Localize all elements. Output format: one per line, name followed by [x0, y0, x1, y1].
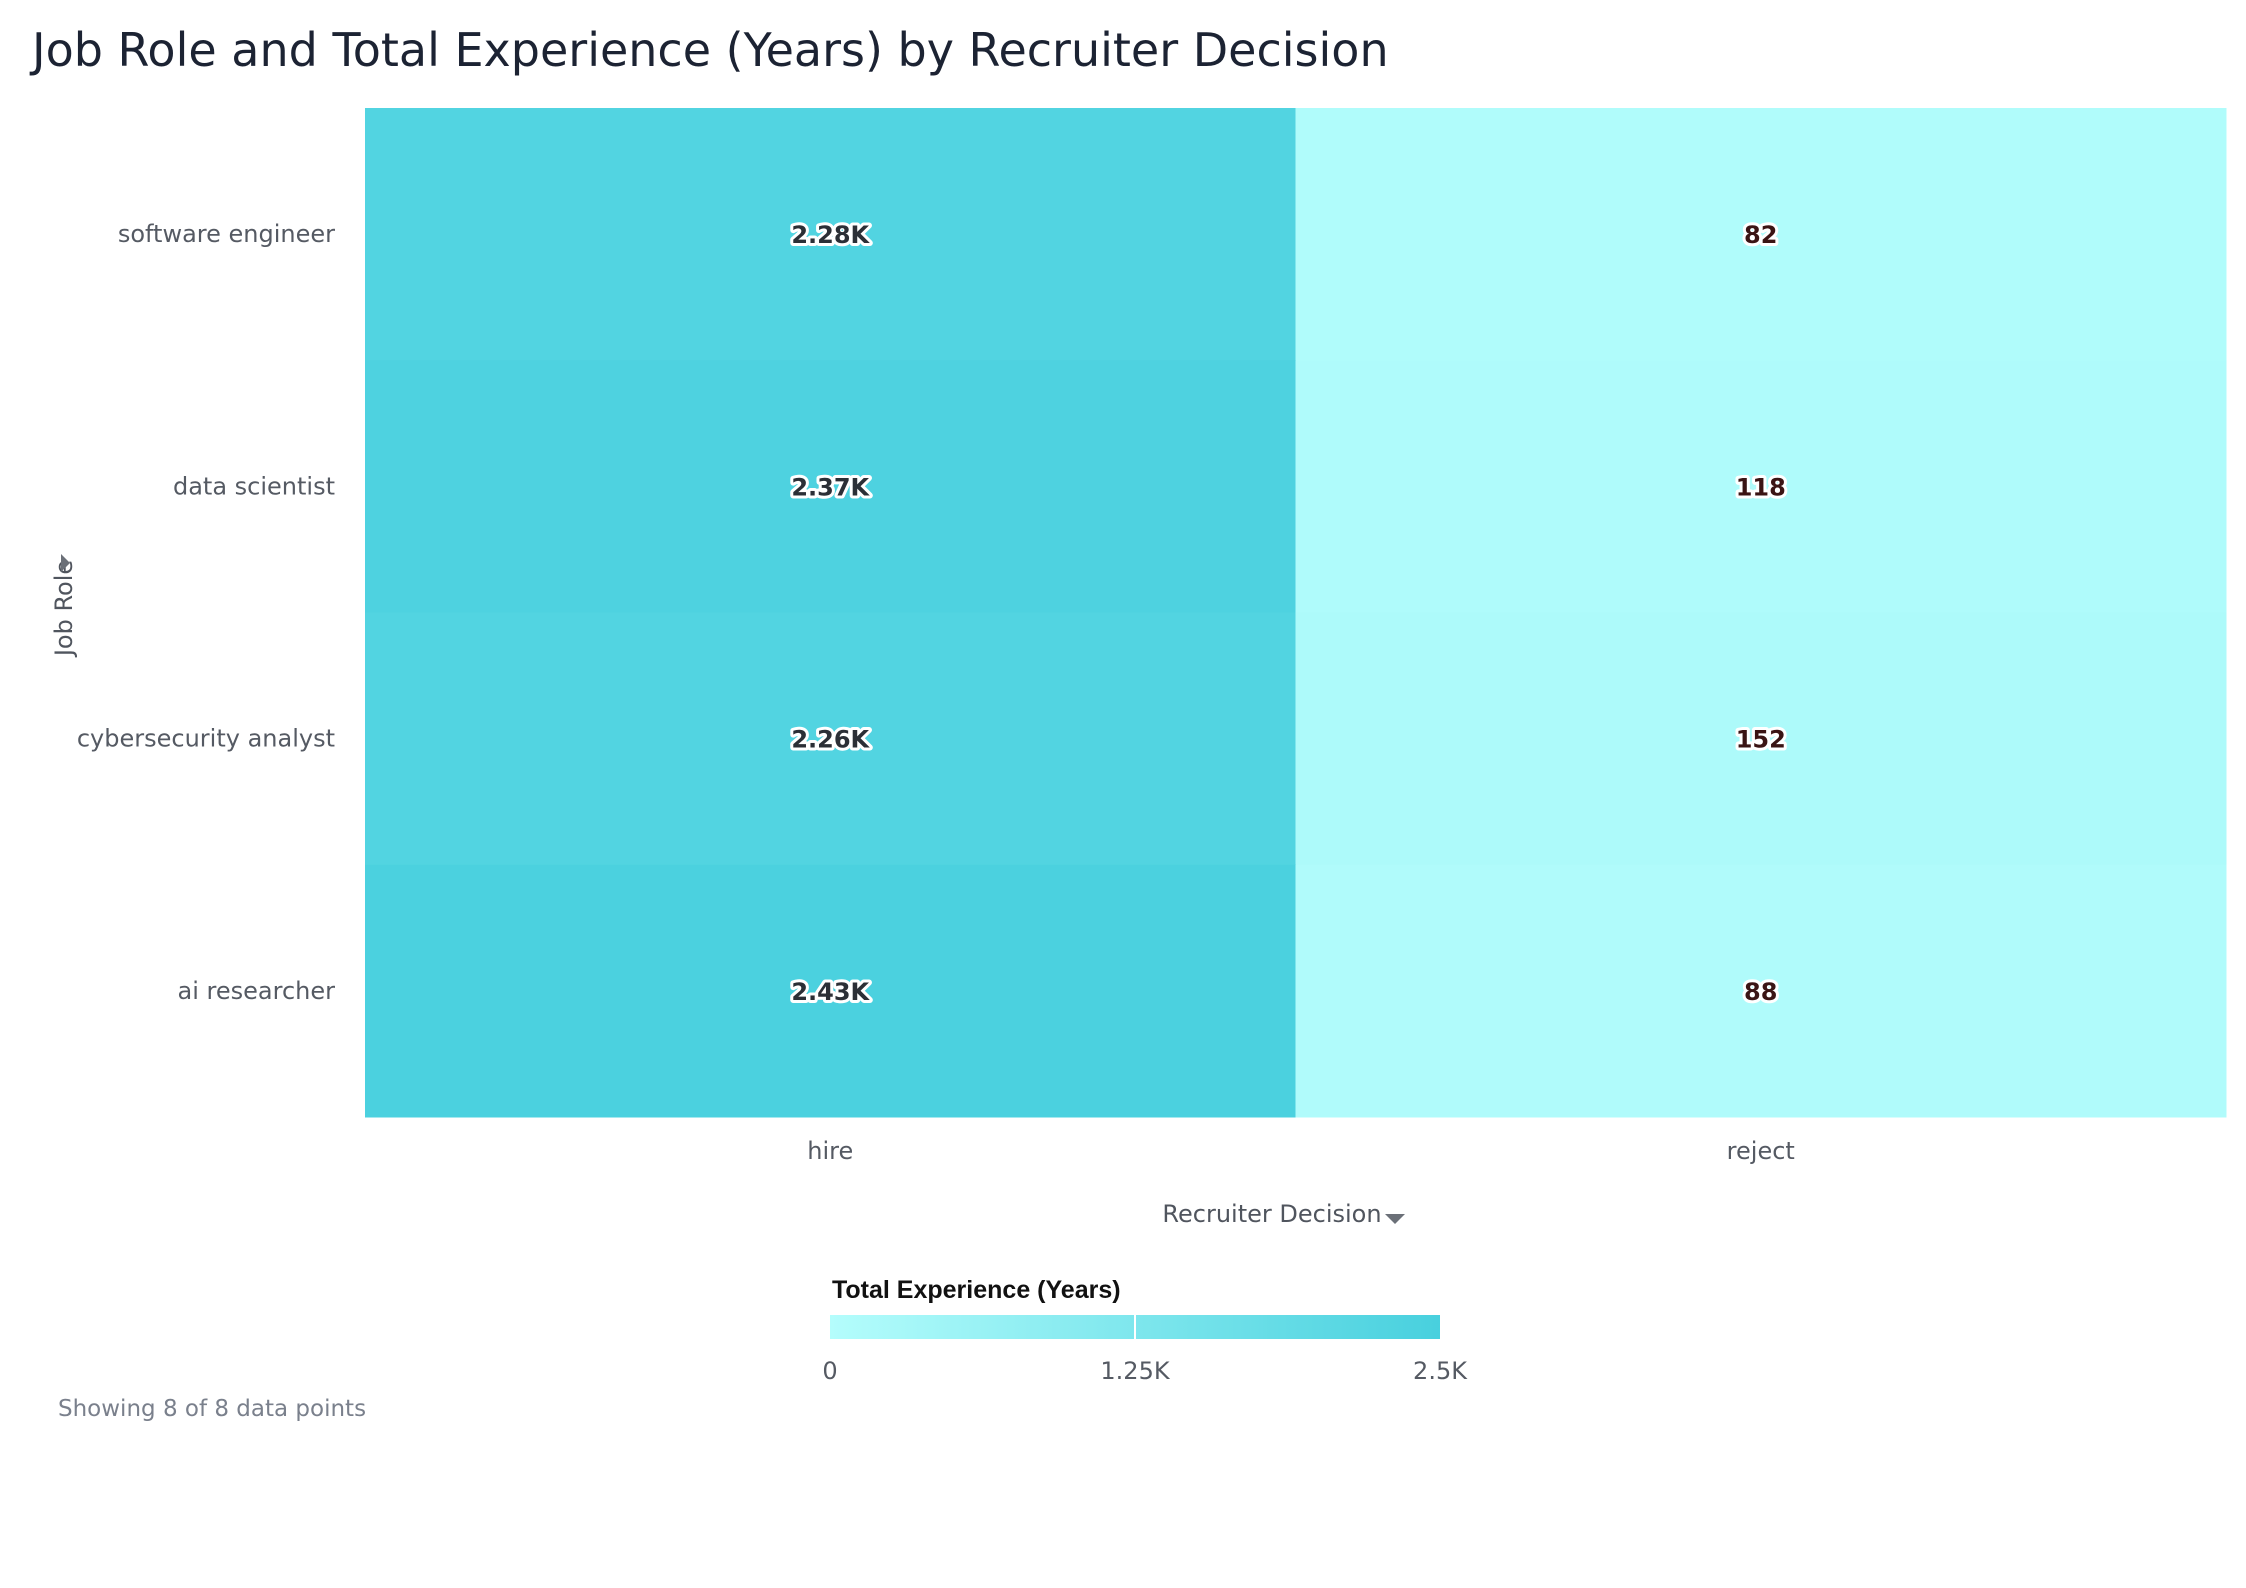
heatmap-cell-data-scientist-hire[interactable]: [365, 360, 1296, 613]
heatmap-cells: [365, 108, 2227, 1118]
data-points-status: Showing 8 of 8 data points: [58, 1396, 366, 1422]
x-axis-caret-down-icon[interactable]: [1385, 1214, 1405, 1224]
heatmap-cell-labels: 2.28K 82 2.37K 118 2.26K 152 2.43K 88: [788, 218, 1788, 1009]
x-axis-ticks: hire reject: [807, 1137, 1795, 1165]
heatmap-cell-cybersecurity-analyst-reject[interactable]: [1295, 612, 2227, 866]
heatmap-cell-ai-researcher-hire[interactable]: [365, 864, 1296, 1118]
heatmap-cell-data-scientist-reject[interactable]: [1295, 360, 2227, 613]
y-axis-ticks: software engineer data scientist cybersecu…: [77, 220, 335, 1005]
cell-value-label: 82: [1744, 221, 1777, 249]
cell-value-label: 2.28K: [791, 221, 870, 249]
heatmap-cell-cybersecurity-analyst-hire[interactable]: [365, 612, 1296, 866]
heatmap-cell-software-engineer-reject[interactable]: [1295, 108, 2227, 361]
y-tick-label: data scientist: [173, 472, 335, 500]
x-axis-title[interactable]: Recruiter Decision: [1162, 1200, 1381, 1228]
y-axis-title: Job Role: [50, 560, 78, 658]
chart-title: Job Role and Total Experience (Years) by…: [29, 23, 1389, 77]
cell-value-label: 2.26K: [791, 726, 870, 754]
y-tick-label: software engineer: [118, 220, 335, 248]
cell-value-label: 118: [1736, 473, 1786, 501]
cell-value-label: 152: [1736, 726, 1786, 754]
y-axis-title-group[interactable]: Job Role: [50, 560, 78, 658]
cell-value-label: 88: [1744, 978, 1777, 1006]
legend-tick-label: 0: [822, 1357, 837, 1385]
heatmap-cell-ai-researcher-reject[interactable]: [1295, 864, 2227, 1118]
x-tick-label: reject: [1727, 1137, 1795, 1165]
x-tick-label: hire: [807, 1137, 853, 1165]
y-axis-caret-right-icon[interactable]: [61, 554, 70, 572]
y-tick-label: ai researcher: [178, 977, 336, 1005]
cell-value-label: 2.43K: [791, 978, 870, 1006]
heatmap-cell-software-engineer-hire[interactable]: [365, 108, 1296, 361]
legend-tick-label: 2.5K: [1413, 1357, 1468, 1385]
legend-title: Total Experience (Years): [832, 1276, 1121, 1304]
cell-value-label: 2.37K: [791, 473, 870, 501]
legend-ticks: 0 1.25K 2.5K: [822, 1315, 1468, 1385]
y-tick-label: cybersecurity analyst: [77, 725, 335, 753]
legend-tick-label: 1.25K: [1100, 1357, 1170, 1385]
